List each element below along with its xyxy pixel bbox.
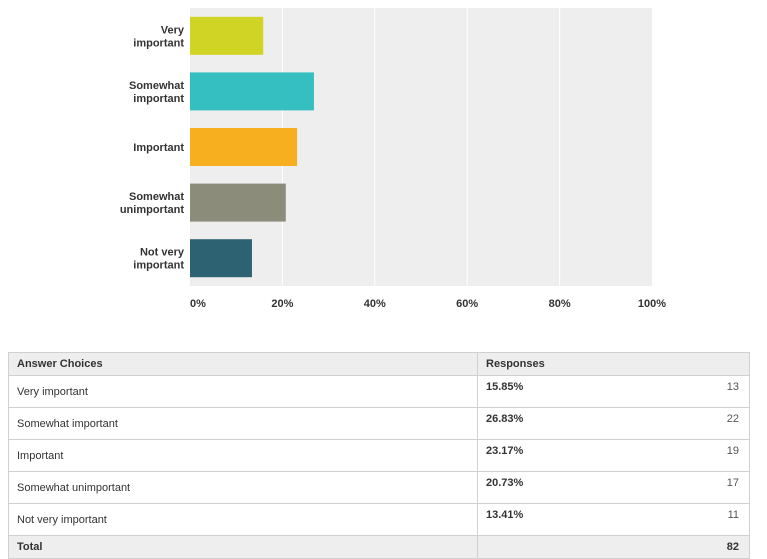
total-count: 82: [477, 535, 750, 559]
row-count: 11: [586, 503, 750, 536]
responses-table: Answer Choices Responses Very important …: [7, 352, 750, 559]
x-tick-label: 100%: [638, 298, 666, 310]
row-choice: Very important: [7, 375, 479, 408]
row-count: 13: [586, 375, 750, 408]
table-total-row: Total 82: [7, 535, 750, 559]
bar: [190, 72, 314, 111]
x-tick-label: 40%: [364, 298, 386, 310]
row-choice: Somewhat unimportant: [7, 471, 479, 504]
category-label: Somewhat unimportant: [120, 191, 185, 216]
row-count: 17: [586, 471, 750, 504]
row-choice: Somewhat important: [7, 407, 479, 440]
category-labels: Very important Somewhat important Important S…: [120, 24, 185, 271]
row-percent: 13.41%: [477, 503, 587, 536]
category-label: Somewhat important: [129, 80, 184, 105]
row-percent: 26.83%: [477, 407, 587, 440]
x-tick-label: 20%: [271, 298, 293, 310]
row-percent: 23.17%: [477, 439, 587, 472]
table-row: Important 23.17% 19: [7, 439, 750, 472]
x-tick-label: 80%: [549, 298, 571, 310]
row-percent: 20.73%: [477, 471, 587, 504]
x-tick-label: 60%: [456, 298, 478, 310]
row-choice: Not very important: [7, 503, 479, 536]
row-choice: Important: [7, 439, 479, 472]
header-responses: Responses: [477, 352, 750, 376]
bar: [190, 16, 264, 55]
category-label: Very important: [133, 24, 185, 49]
table-row: Somewhat important 26.83% 22: [7, 407, 750, 440]
bar: [190, 183, 286, 222]
bar: [190, 128, 298, 166]
row-count: 22: [586, 407, 750, 440]
header-answer-choices: Answer Choices: [7, 352, 479, 376]
gridlines: [281, 8, 561, 286]
x-tick-label: 0%: [190, 298, 206, 310]
table-row: Somewhat unimportant 20.73% 17: [7, 471, 750, 504]
table-header-row: Answer Choices Responses: [7, 352, 750, 376]
total-label: Total: [7, 535, 479, 559]
category-label: Important: [133, 142, 184, 154]
row-count: 19: [586, 439, 750, 472]
bar-chart: Very important Somewhat important Important S…: [120, 8, 666, 310]
row-percent: 15.85%: [477, 375, 587, 408]
bar: [190, 239, 252, 278]
table-row: Not very important 13.41% 11: [7, 503, 750, 536]
category-label: Not very important: [133, 247, 185, 272]
table-row: Very important 15.85% 13: [7, 375, 750, 408]
x-axis-ticks: 0% 20% 40% 60% 80% 100%: [190, 298, 666, 310]
bars: [190, 16, 314, 278]
